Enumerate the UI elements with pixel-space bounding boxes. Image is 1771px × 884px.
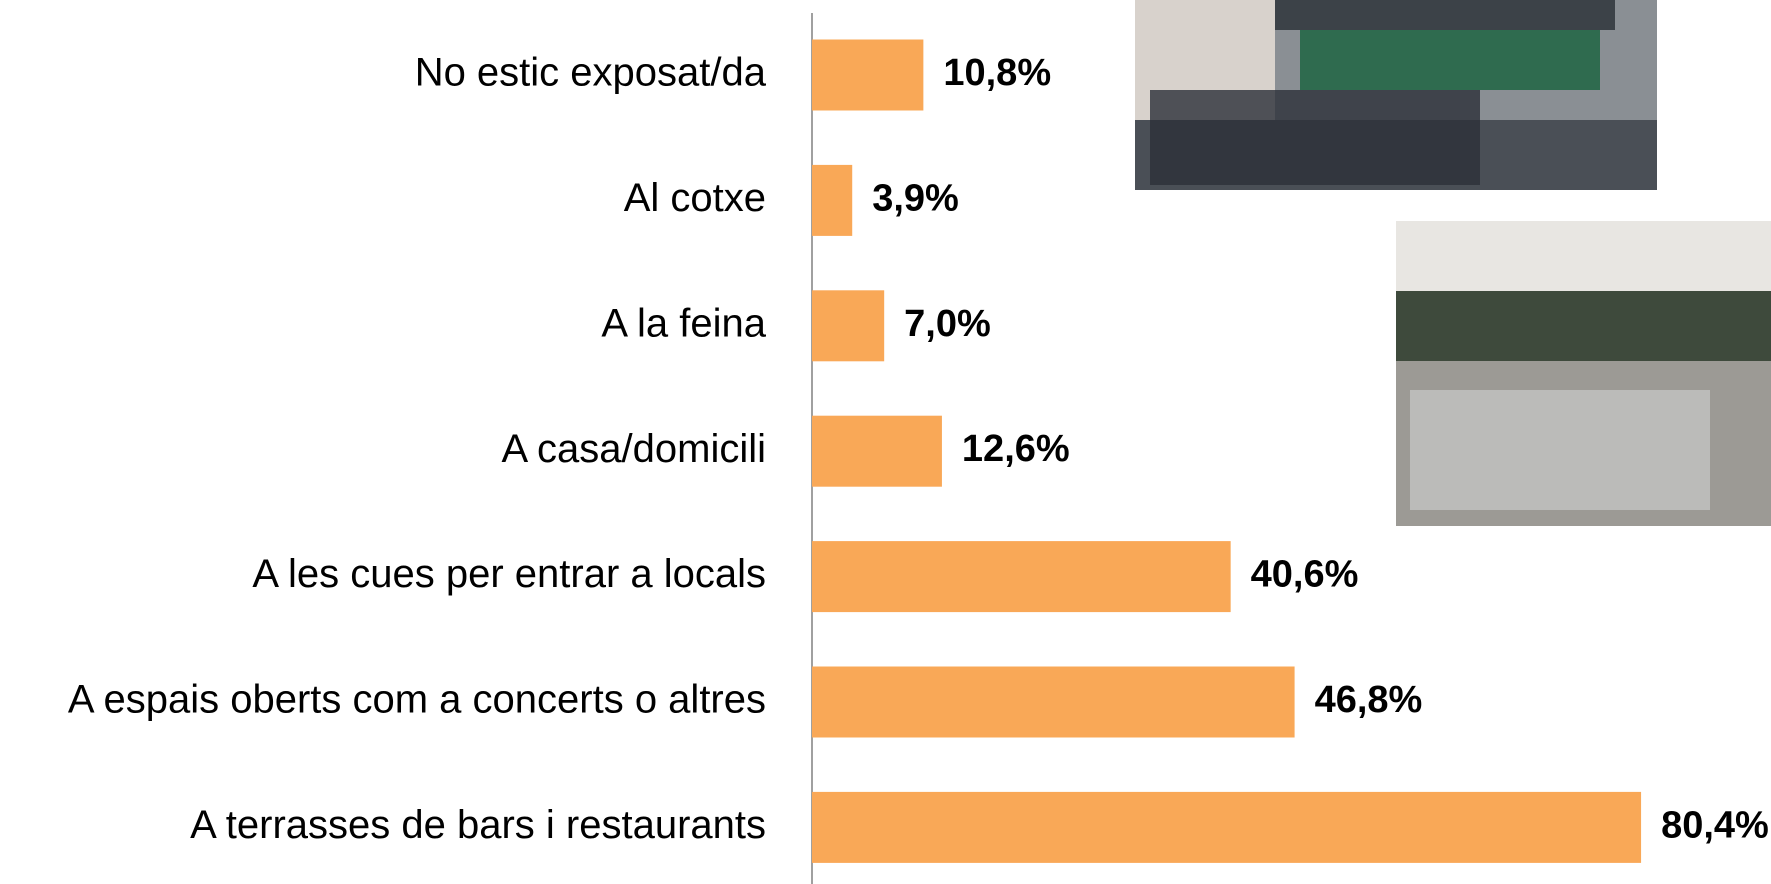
bar bbox=[812, 541, 1231, 612]
photo-roof bbox=[1275, 0, 1615, 30]
value-label: 12,6% bbox=[962, 428, 1070, 470]
category-label: A terrasses de bars i restaurants bbox=[190, 803, 766, 847]
photo-terrace bbox=[1396, 221, 1771, 526]
category-label: A casa/domicili bbox=[501, 427, 766, 471]
photo-umbrellas bbox=[1396, 221, 1771, 291]
category-label: A les cues per entrar a locals bbox=[252, 552, 766, 596]
value-label: 10,8% bbox=[943, 52, 1051, 94]
bar bbox=[812, 416, 942, 487]
chart: No estic exposat/da 10,8% Al cotxe 3,9% A la… bbox=[0, 0, 1771, 884]
photo-people bbox=[1150, 90, 1480, 185]
bar bbox=[812, 792, 1641, 863]
photo-chairs bbox=[1410, 390, 1710, 510]
bar bbox=[812, 290, 884, 361]
bar bbox=[812, 667, 1295, 738]
value-label: 80,4% bbox=[1661, 804, 1769, 846]
value-label: 46,8% bbox=[1315, 679, 1423, 721]
category-label: A espais oberts com a concerts o altres bbox=[68, 678, 766, 722]
value-label: 3,9% bbox=[872, 177, 959, 219]
category-label: Al cotxe bbox=[624, 176, 766, 220]
bar bbox=[812, 40, 923, 111]
value-label: 7,0% bbox=[904, 303, 991, 345]
value-label: 40,6% bbox=[1251, 554, 1359, 596]
bar bbox=[812, 165, 852, 236]
photo-storefront bbox=[1300, 30, 1600, 90]
photo-queue bbox=[1135, 0, 1657, 190]
photo-street bbox=[1396, 291, 1771, 361]
category-label: No estic exposat/da bbox=[415, 51, 767, 95]
category-label: A la feina bbox=[601, 301, 766, 345]
